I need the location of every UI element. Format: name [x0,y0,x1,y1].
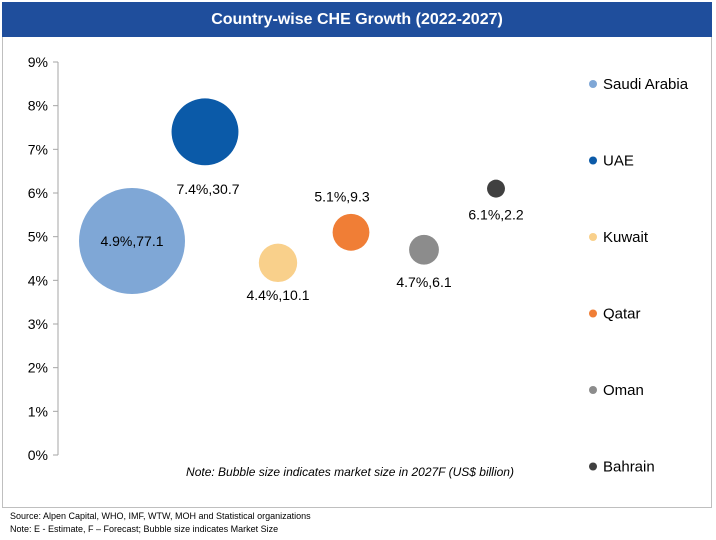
legend-label: Saudi Arabia [603,76,689,93]
data-label: 4.9%,77.1 [100,233,163,249]
bubble-uae [171,98,239,166]
bubble-bahrain [487,179,505,198]
bubble-oman [409,234,439,265]
legend-label: Qatar [603,306,641,323]
source-text: Source: Alpen Capital, WHO, IMF, WTW, MO… [10,511,311,521]
legend-marker [589,462,597,471]
legend-marker [589,309,597,318]
bubble-saudi-arabia [79,188,185,295]
bubble-qatar [332,213,370,251]
footer: Source: Alpen Capital, WHO, IMF, WTW, MO… [10,510,311,536]
data-label: 4.4%,10.1 [246,287,309,303]
y-tick-label: 6% [28,185,48,201]
data-label: 4.7%,6.1 [396,274,451,290]
legend-label: Bahrain [603,459,655,476]
legend-marker [589,386,597,394]
y-tick-label: 1% [28,403,48,419]
legend-marker [589,80,597,88]
y-tick-label: 0% [28,447,48,463]
chart-title: Country-wise CHE Growth (2022-2027) [2,2,712,37]
legend-label: UAE [603,153,634,170]
bubble-kuwait [258,243,298,283]
data-label: 7.4%,30.7 [176,181,239,197]
y-tick-label: 3% [28,316,48,332]
y-tick-label: 9% [28,54,48,70]
legend-marker [589,156,597,165]
footer-note: Note: E - Estimate, F – Forecast; Bubble… [10,524,279,534]
legend-label: Kuwait [603,229,649,246]
y-tick-label: 4% [28,272,48,288]
data-label: 5.1%,9.3 [314,188,369,204]
legend-marker [589,233,597,241]
data-label: 6.1%,2.2 [468,207,523,223]
y-tick-label: 8% [28,98,48,114]
chart-annotation: Note: Bubble size indicates market size … [186,465,514,479]
legend-label: Oman [603,382,644,399]
y-tick-label: 7% [28,141,48,157]
y-tick-label: 5% [28,229,48,245]
y-tick-label: 2% [28,360,48,376]
